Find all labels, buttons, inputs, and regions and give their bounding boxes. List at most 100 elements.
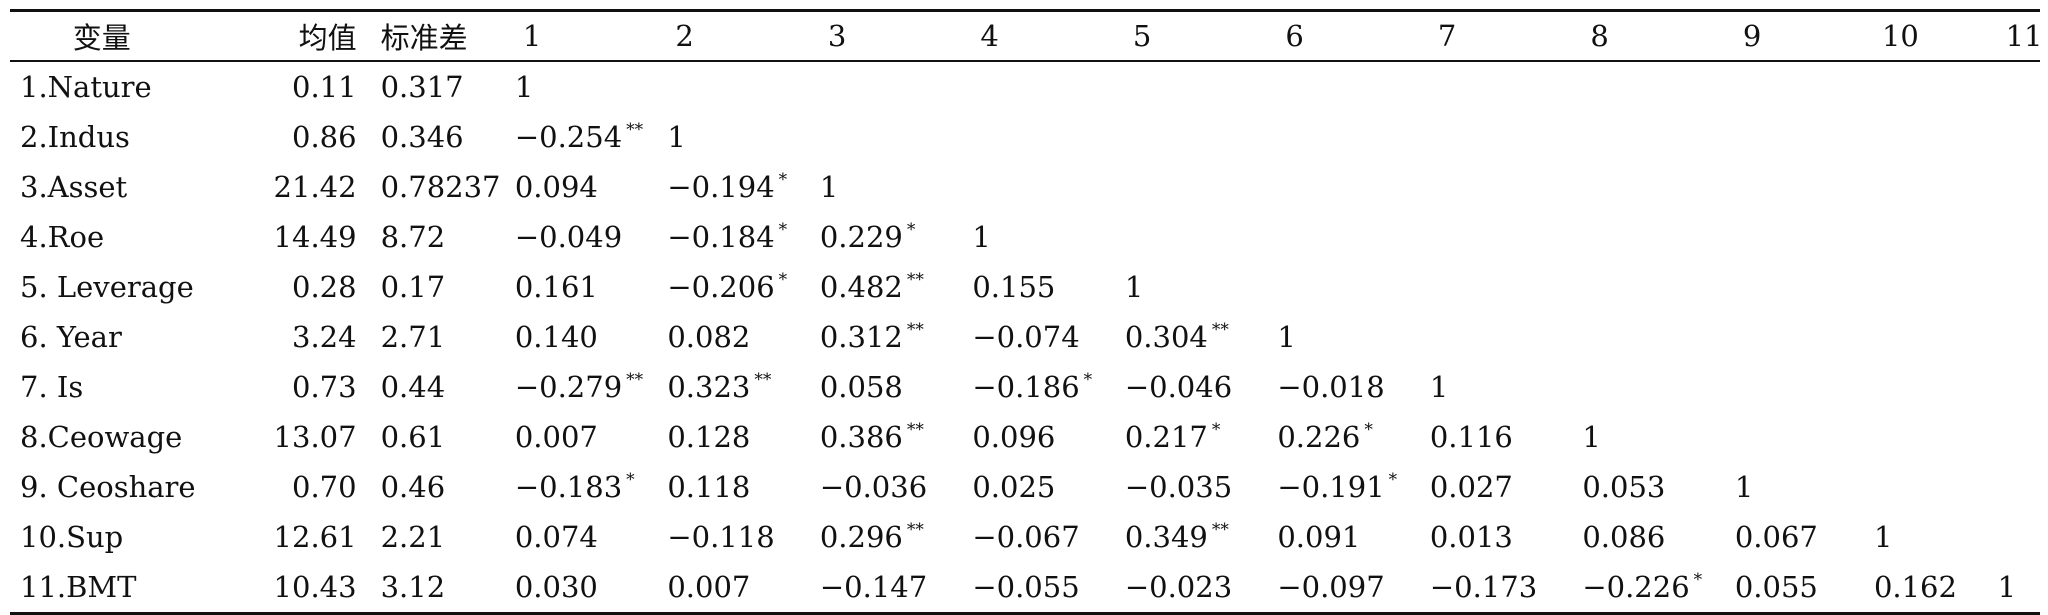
correlation-cell [1580,362,1733,412]
correlation-cell [1996,212,2040,262]
significance-marker: ** [626,369,644,390]
correlation-cell: −0.018 [1275,362,1428,412]
correlation-cell: 0.229 * [818,212,971,262]
correlation-cell [1123,112,1276,162]
mean-value: 13.07 [273,419,357,454]
correlation-cell: 0.386 ** [818,412,971,462]
correlation-value: −0.226 [1582,569,1690,604]
correlation-value: −0.184 [667,219,775,254]
correlation-value: −0.206 [667,269,775,304]
correlation-value: −0.194 [667,169,775,204]
significance-marker: * [1364,419,1373,440]
header-col-7: 7 [1437,19,1457,53]
correlation-value: 0.128 [667,419,751,454]
correlation-value: −0.046 [1124,369,1233,404]
correlation-value: 0.058 [819,369,903,404]
correlation-cell [1996,462,2040,512]
sd-value: 2.71 [380,319,446,354]
correlation-cell: 1 [513,62,666,112]
correlation-value: −0.118 [667,519,775,554]
correlation-value: 1 [1429,369,1449,404]
correlation-value: −0.036 [819,469,928,504]
header-col-2: 2 [675,19,694,53]
correlation-cell: −0.074 [970,312,1123,362]
correlation-cell: 0.296 ** [818,512,971,562]
correlation-cell: −0.184 * [665,212,818,262]
sd-value: 0.346 [380,119,464,154]
correlation-value: −0.186 [972,369,1080,404]
correlation-cell [818,62,971,112]
correlation-cell: 0.161 [513,262,666,312]
correlation-value: 1 [972,219,991,254]
correlation-value: 1 [667,119,686,154]
correlation-cell: 0.086 [1580,512,1733,562]
correlation-cell: 0.007 [665,562,818,612]
correlation-cell [1733,162,1872,212]
correlation-value: 0.296 [819,519,903,554]
sd-value: 0.61 [380,419,446,454]
correlation-cell: −0.147 [818,562,971,612]
correlation-cell: 0.082 [665,312,818,362]
correlation-cell [1428,262,1581,312]
correlation-cell: 0.140 [513,312,666,362]
correlation-value: −0.254 [514,119,623,154]
correlation-value: 0.013 [1429,519,1513,554]
correlation-cell [1872,62,1996,112]
correlation-cell: 0.007 [513,412,666,462]
correlation-cell [1733,262,1872,312]
significance-marker: * [906,219,916,240]
variable-name: 9. Ceoshare [20,469,196,504]
correlation-cell [1733,212,1872,262]
mean-value: 14.49 [273,219,357,254]
correlation-cell [1580,62,1733,112]
correlation-value: 0.067 [1734,519,1818,554]
mean-value: 0.86 [292,119,357,154]
sd-value: 0.317 [380,69,464,104]
variable-name: 4.Roe [20,219,105,254]
correlation-value: 0.096 [972,419,1056,454]
significance-marker: ** [754,369,772,390]
correlation-cell [1872,212,1996,262]
correlation-value: 0.091 [1277,519,1361,554]
correlation-cell [1996,312,2040,362]
mean-value: 10.43 [273,569,357,604]
correlation-value: 1 [1124,269,1144,304]
mean-value: 0.28 [292,269,357,304]
correlation-value: 0.025 [972,469,1056,504]
correlation-cell [1275,62,1428,112]
correlation-value: 1 [1997,569,2017,604]
sd-value: 0.44 [380,369,446,404]
correlation-cell: −0.206 * [665,262,818,312]
correlation-value: 0.162 [1873,569,1957,604]
correlation-value: 1 [1277,319,1296,354]
correlation-cell: −0.118 [665,512,818,562]
significance-marker: ** [1211,519,1229,540]
correlation-value: 1 [514,69,534,104]
correlation-cell: 1 [1123,262,1276,312]
correlation-value: 0.030 [514,569,598,604]
correlation-cell: 0.055 [1733,562,1872,612]
correlation-cell [1275,162,1428,212]
correlation-cell [665,62,818,112]
correlation-cell [1428,212,1581,262]
table-row: 7. Is 0.73 0.44 −0.279 ** 0.323 ** 0.058 −0.186 *… [10,362,2040,412]
variable-name: 1.Nature [20,69,152,104]
correlation-value: 0.074 [514,519,598,554]
correlation-value: 0.053 [1582,469,1666,504]
header-variable: 变量 [72,21,131,55]
correlation-cell [1428,112,1581,162]
variable-name: 2.Indus [20,119,130,154]
correlation-cell [1275,112,1428,162]
header-col-3: 3 [827,19,847,53]
correlation-value: −0.035 [1124,469,1233,504]
significance-marker: ** [906,419,924,440]
significance-marker: * [778,269,788,290]
significance-marker: * [778,169,788,190]
header-col-4: 4 [980,19,999,53]
correlation-cell: 1 [1996,562,2040,612]
correlation-value: −0.173 [1429,569,1538,604]
correlation-cell [1580,112,1733,162]
correlation-cell [818,112,971,162]
correlation-cell: 0.217 * [1123,412,1276,462]
header-col-6: 6 [1285,19,1304,53]
